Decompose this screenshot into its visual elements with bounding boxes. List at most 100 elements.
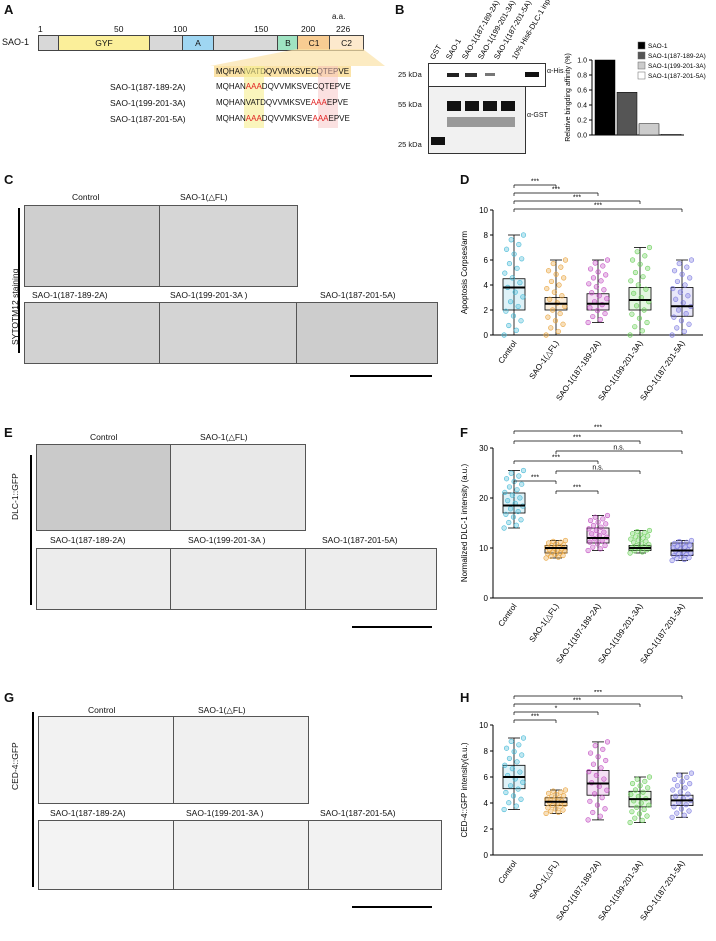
tick-1: 1 bbox=[38, 24, 43, 34]
H-point bbox=[517, 769, 523, 775]
H-point bbox=[516, 742, 522, 748]
D-point bbox=[646, 244, 653, 251]
F-point bbox=[676, 538, 682, 545]
c-label-2a: SAO-1(187-189-2A) bbox=[32, 290, 108, 300]
H-point bbox=[685, 791, 691, 797]
F-point bbox=[646, 541, 652, 548]
F-point bbox=[594, 541, 601, 547]
D-x-tick-label: SAO-1(187-201-5A) bbox=[638, 339, 686, 403]
H-point bbox=[628, 791, 634, 797]
D-point bbox=[634, 249, 640, 255]
H-point bbox=[629, 809, 635, 815]
F-point bbox=[508, 470, 514, 476]
D-point bbox=[639, 328, 645, 334]
H-point bbox=[515, 786, 521, 792]
D-point bbox=[678, 318, 685, 324]
panel-letter-h: H bbox=[460, 690, 470, 705]
H-point bbox=[604, 739, 611, 745]
H-point bbox=[560, 807, 566, 813]
wt-sequence: MQHANVATDQVVMKSVECQTEPVE bbox=[214, 66, 352, 77]
side-label-e: DLC-1::GFP bbox=[10, 473, 20, 520]
H-point bbox=[501, 806, 507, 813]
H-point bbox=[545, 805, 551, 811]
F-point bbox=[592, 514, 598, 520]
panel-letter-f: F bbox=[460, 425, 468, 440]
D-point bbox=[680, 300, 686, 306]
D-point bbox=[514, 265, 520, 271]
F-sig-label: n.s. bbox=[592, 465, 603, 472]
g-image-control bbox=[38, 716, 174, 804]
H-point bbox=[552, 806, 559, 812]
D-point bbox=[511, 251, 517, 257]
F-x-tick-label: SAO-1(△FL) bbox=[528, 602, 561, 644]
g-label-fl: SAO-1(△FL) bbox=[198, 705, 246, 715]
c-scale-bar bbox=[350, 375, 432, 377]
H-point bbox=[506, 800, 512, 806]
F-point bbox=[601, 529, 607, 535]
F-point bbox=[598, 524, 604, 530]
mutant-row-label: SAO-1(187-201-5A) bbox=[110, 114, 186, 124]
F-sig-label: *** bbox=[573, 435, 581, 442]
D-point bbox=[517, 280, 523, 286]
F-point bbox=[688, 537, 695, 544]
g-image-5a bbox=[308, 820, 442, 890]
D-point bbox=[671, 314, 677, 320]
D-point bbox=[594, 307, 601, 314]
H-point bbox=[518, 796, 524, 802]
D-point bbox=[551, 289, 557, 295]
mutant-row-sequence: MQHANAAADQVVMKSVECQTEPVE bbox=[216, 82, 351, 91]
H-point bbox=[585, 817, 591, 823]
e-image-fl bbox=[170, 444, 306, 531]
D-point bbox=[552, 318, 559, 324]
F-point bbox=[519, 481, 525, 487]
b-y-tick-label: 1.0 bbox=[577, 58, 587, 65]
H-point bbox=[678, 806, 685, 812]
D-point bbox=[631, 290, 637, 296]
blot-his bbox=[428, 63, 546, 87]
D-y-tick-label: 6 bbox=[484, 256, 489, 265]
marker-25-top: 25 kDa bbox=[398, 70, 422, 79]
D-point bbox=[586, 281, 592, 287]
F-point bbox=[506, 519, 512, 526]
g-label-control: Control bbox=[88, 705, 116, 715]
H-y-tick-label: 6 bbox=[484, 773, 489, 782]
b-y-tick-label: 0.2 bbox=[577, 118, 587, 125]
b-legend-label: SAO-1(187-189-2A) bbox=[648, 53, 706, 60]
F-point bbox=[637, 532, 643, 538]
H-point bbox=[503, 745, 510, 751]
g-image-2a bbox=[38, 820, 174, 890]
D-point bbox=[548, 278, 555, 285]
c-image-3a bbox=[159, 302, 298, 364]
H-point bbox=[637, 783, 643, 789]
F-y-tick-label: 0 bbox=[484, 594, 489, 603]
H-point bbox=[646, 802, 652, 808]
D-point bbox=[545, 268, 552, 274]
D-point bbox=[637, 261, 643, 267]
D-point bbox=[676, 260, 682, 267]
b-legend-swatch bbox=[637, 41, 646, 50]
H-point bbox=[688, 770, 695, 776]
F-point bbox=[642, 530, 648, 536]
D-point bbox=[687, 275, 693, 281]
g-label-2a: SAO-1(187-189-2A) bbox=[50, 808, 126, 818]
D-point bbox=[596, 293, 602, 299]
D-point bbox=[640, 274, 646, 280]
H-point bbox=[513, 803, 519, 809]
H-point bbox=[669, 814, 675, 820]
mutant-row-sequence: MQHANAAADQVVMKSVEAAAEPVE bbox=[216, 114, 350, 123]
D-point bbox=[518, 318, 524, 324]
antibody-his: α-His bbox=[547, 68, 564, 75]
b-bar bbox=[638, 123, 660, 136]
D-point bbox=[519, 256, 525, 262]
F-point bbox=[595, 519, 601, 525]
F-point bbox=[635, 537, 641, 543]
F-point bbox=[505, 498, 511, 504]
D-point bbox=[562, 257, 569, 263]
H-point bbox=[629, 780, 636, 787]
D-point bbox=[679, 271, 685, 277]
H-point bbox=[555, 809, 561, 815]
D-point bbox=[587, 266, 594, 272]
D-point bbox=[601, 287, 607, 293]
c-label-5a: SAO-1(187-201-5A) bbox=[320, 290, 396, 300]
F-x-tick-label: Control bbox=[496, 602, 518, 628]
